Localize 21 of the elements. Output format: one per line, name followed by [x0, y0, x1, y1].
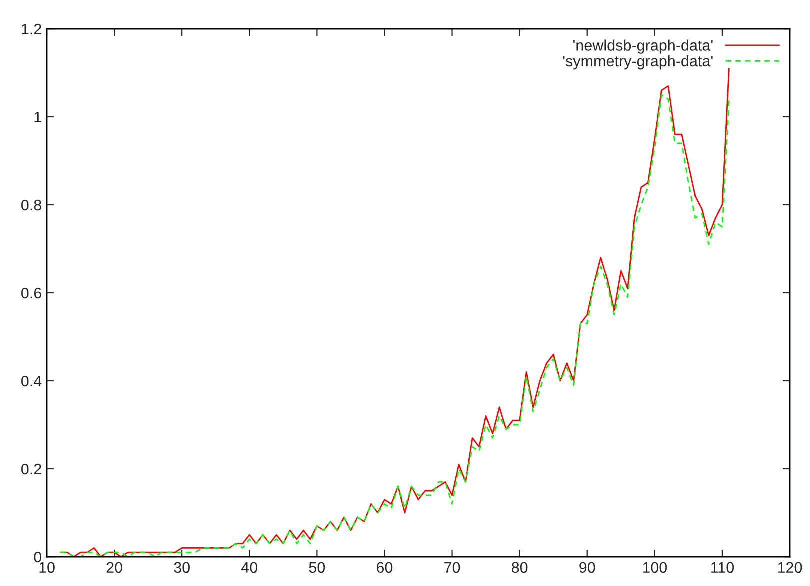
y-tick-label: 1 — [34, 112, 42, 123]
x-tick-label: 50 — [309, 562, 326, 574]
y-tick-label: 0.6 — [22, 288, 42, 299]
x-tick-label: 30 — [174, 562, 190, 574]
y-tick-label: 0 — [34, 552, 42, 563]
y-tick-label: 0.4 — [22, 376, 42, 387]
y-tick-label: 0.2 — [22, 464, 42, 475]
x-tick-label: 120 — [778, 562, 802, 574]
x-tick-label: 70 — [444, 562, 460, 574]
legend-label: 'newldsb-graph-data' — [574, 40, 713, 54]
x-tick-label: 110 — [711, 562, 734, 574]
y-tick-label: 0.8 — [22, 200, 42, 211]
x-tick-label: 90 — [580, 562, 596, 574]
x-tick-label: 100 — [643, 562, 668, 574]
x-tick-label: 20 — [106, 562, 122, 574]
x-tick-label: 10 — [40, 562, 55, 574]
x-tick-label: 40 — [241, 562, 258, 574]
x-tick-label: 60 — [377, 562, 393, 574]
x-tick-label: 80 — [512, 562, 528, 574]
legend-label: 'symmetry-graph-data' — [563, 55, 713, 70]
y-tick-label: 1.2 — [22, 24, 42, 35]
